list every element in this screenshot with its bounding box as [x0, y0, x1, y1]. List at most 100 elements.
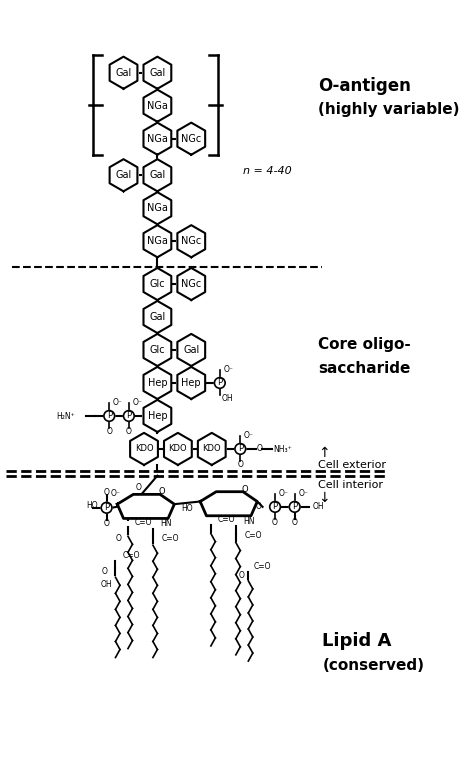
Text: O⁻: O⁻: [111, 489, 121, 498]
Text: HN: HN: [243, 516, 255, 526]
Text: O-antigen: O-antigen: [318, 77, 411, 95]
Polygon shape: [144, 301, 171, 333]
Text: KDO: KDO: [169, 444, 187, 454]
Text: n = 4-40: n = 4-40: [243, 166, 292, 176]
Polygon shape: [177, 268, 205, 300]
Text: KDO: KDO: [202, 444, 221, 454]
Text: OH: OH: [221, 395, 233, 403]
Text: HO: HO: [86, 502, 98, 510]
Text: C=O: C=O: [135, 517, 153, 526]
Circle shape: [289, 502, 300, 513]
Polygon shape: [130, 433, 158, 465]
Text: P: P: [217, 379, 222, 387]
Text: Gal: Gal: [149, 171, 165, 181]
Circle shape: [214, 378, 225, 389]
Text: P: P: [107, 412, 112, 421]
Polygon shape: [144, 122, 171, 155]
Polygon shape: [144, 334, 171, 366]
Polygon shape: [144, 367, 171, 399]
Circle shape: [101, 503, 112, 513]
Text: O: O: [256, 444, 262, 454]
Text: NGa: NGa: [147, 101, 168, 111]
Text: O: O: [106, 427, 112, 435]
Text: O⁻: O⁻: [279, 489, 289, 498]
Text: O: O: [104, 519, 109, 529]
Text: Gal: Gal: [183, 345, 200, 355]
Circle shape: [104, 411, 115, 422]
Polygon shape: [177, 367, 205, 399]
Text: ↓: ↓: [318, 491, 329, 505]
Text: KDO: KDO: [135, 444, 153, 454]
Text: Cell exterior: Cell exterior: [318, 460, 386, 470]
Text: P: P: [104, 503, 109, 513]
Text: O: O: [158, 487, 165, 496]
Text: O: O: [237, 460, 243, 469]
Text: O: O: [102, 568, 108, 577]
Text: Gal: Gal: [115, 171, 132, 181]
Polygon shape: [144, 159, 171, 191]
Text: C=O: C=O: [162, 533, 179, 542]
Polygon shape: [117, 494, 174, 519]
Text: Core oligo-: Core oligo-: [318, 337, 410, 352]
Text: (conserved): (conserved): [322, 658, 424, 673]
Polygon shape: [164, 433, 192, 465]
Polygon shape: [177, 334, 205, 366]
Text: O⁻: O⁻: [113, 398, 123, 407]
Text: OH: OH: [312, 503, 324, 511]
Polygon shape: [144, 268, 171, 300]
Polygon shape: [144, 400, 171, 432]
Text: O: O: [126, 427, 132, 435]
Text: HN: HN: [160, 519, 172, 529]
Circle shape: [270, 502, 281, 513]
Text: C=O: C=O: [218, 515, 236, 524]
Text: O⁻: O⁻: [132, 398, 142, 407]
Text: Gal: Gal: [149, 68, 165, 78]
Text: O: O: [136, 483, 142, 492]
Text: H₂N⁺: H₂N⁺: [56, 412, 75, 422]
Text: Glc: Glc: [150, 345, 165, 355]
Text: (highly variable): (highly variable): [318, 102, 459, 117]
Polygon shape: [200, 492, 257, 516]
Text: NGa: NGa: [147, 134, 168, 144]
Text: Gal: Gal: [149, 312, 165, 322]
Text: NGc: NGc: [181, 236, 201, 246]
Text: ↑: ↑: [318, 446, 329, 461]
Text: HO: HO: [181, 504, 192, 513]
Circle shape: [124, 411, 134, 422]
Text: Cell interior: Cell interior: [318, 480, 383, 490]
Text: Lipid A: Lipid A: [322, 632, 392, 649]
Text: O: O: [116, 533, 122, 542]
Text: NGc: NGc: [181, 279, 201, 289]
Polygon shape: [177, 225, 205, 257]
Text: O⁻: O⁻: [298, 489, 308, 498]
Polygon shape: [177, 122, 205, 155]
Text: saccharide: saccharide: [318, 361, 410, 376]
Text: O⁻: O⁻: [244, 431, 254, 440]
Text: O: O: [104, 488, 109, 497]
Polygon shape: [144, 90, 171, 122]
Text: O: O: [241, 484, 248, 493]
Text: P: P: [238, 444, 243, 454]
Text: O: O: [292, 519, 298, 527]
Circle shape: [235, 444, 246, 454]
Text: Hep: Hep: [147, 411, 167, 421]
Text: P: P: [126, 412, 131, 421]
Polygon shape: [109, 159, 137, 191]
Text: NGa: NGa: [147, 236, 168, 246]
Text: O: O: [256, 503, 262, 511]
Polygon shape: [144, 192, 171, 224]
Text: C=O: C=O: [245, 531, 262, 540]
Text: P: P: [273, 503, 278, 511]
Text: Glc: Glc: [150, 279, 165, 289]
Text: Gal: Gal: [115, 68, 132, 78]
Text: NGa: NGa: [147, 203, 168, 213]
Text: O: O: [238, 571, 244, 580]
Text: OH: OH: [101, 580, 112, 589]
Text: NGc: NGc: [181, 134, 201, 144]
Polygon shape: [198, 433, 226, 465]
Polygon shape: [109, 57, 137, 89]
Text: O⁻: O⁻: [223, 365, 233, 374]
Text: P: P: [292, 503, 297, 511]
Text: Hep: Hep: [182, 378, 201, 388]
Text: C=O: C=O: [123, 552, 140, 561]
